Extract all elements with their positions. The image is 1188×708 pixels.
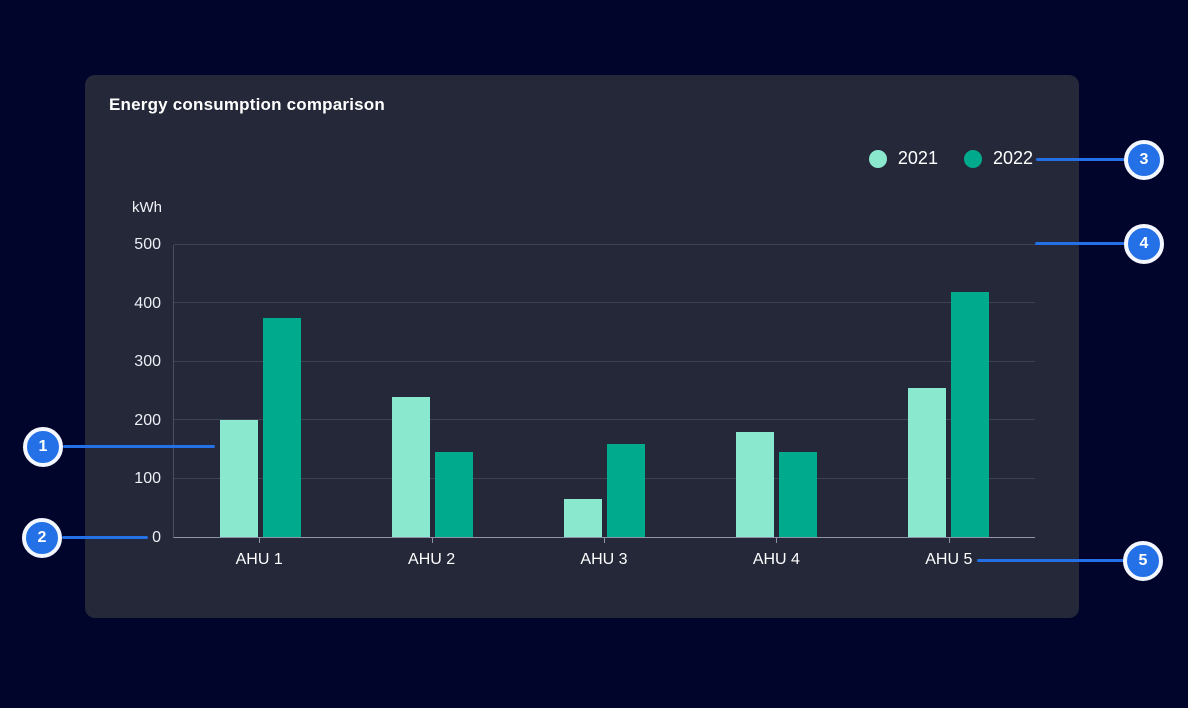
legend-item-2022[interactable]: 2022: [963, 148, 1033, 169]
x-tick-ahu-1: [259, 538, 261, 543]
bar-2022-ahu-2[interactable]: [434, 452, 473, 537]
gridline-200: [174, 419, 1035, 421]
chart-title: Energy consumption comparison: [109, 95, 385, 114]
x-category-label-ahu-1: AHU 1: [235, 551, 283, 568]
legend-label-2021: 2021: [897, 148, 938, 168]
bar-group-ahu-5: [863, 245, 1035, 537]
annotation-badge-4: 4: [1124, 224, 1164, 264]
bar-2021-ahu-5[interactable]: [908, 388, 947, 537]
bar-2022-ahu-5[interactable]: [951, 291, 990, 537]
gridline-100: [174, 477, 1035, 479]
chart-legend: 2021 2022: [868, 148, 1033, 169]
bar-2022-ahu-3[interactable]: [606, 443, 645, 537]
bar-group-ahu-2: [346, 245, 518, 537]
bar-group-ahu-4: [691, 245, 863, 537]
chart-card: Energy consumption comparison 2021 2022 k…: [85, 75, 1079, 618]
gridline-500: [174, 244, 1035, 245]
y-axis-tick-labels: 0 100 200 300 400 500: [85, 237, 161, 546]
legend-dot-2022: [963, 149, 982, 168]
plot-area: [173, 244, 1035, 538]
annotation-line-4: [1035, 242, 1126, 245]
y-tick-label-500: 500: [134, 236, 161, 253]
x-category-label-ahu-5: AHU 5: [925, 551, 973, 568]
annotation-badge-2: 2: [22, 518, 62, 558]
legend-label-2022: 2022: [992, 148, 1033, 168]
legend-item-2021[interactable]: 2021: [868, 148, 938, 169]
y-tick-label-0: 0: [152, 529, 161, 546]
bar-2021-ahu-3[interactable]: [563, 499, 602, 537]
x-tick-ahu-5: [948, 538, 950, 543]
y-tick-label-100: 100: [134, 470, 161, 488]
bar-group-ahu-1: [174, 245, 346, 537]
y-tick-label-400: 400: [134, 294, 161, 312]
gridline-400: [174, 302, 1035, 304]
bar-2021-ahu-4[interactable]: [736, 431, 775, 537]
annotation-badge-1: 1: [23, 427, 63, 467]
annotation-line-1: [63, 445, 215, 448]
annotation-badge-5: 5: [1123, 541, 1163, 581]
bar-2021-ahu-2[interactable]: [391, 396, 430, 537]
x-tick-ahu-3: [604, 538, 605, 543]
bar-2022-ahu-4[interactable]: [779, 452, 818, 537]
bar-2022-ahu-1[interactable]: [262, 318, 301, 537]
x-category-label-ahu-2: AHU 2: [408, 551, 456, 568]
x-category-label-ahu-4: AHU 4: [752, 551, 800, 568]
bar-group-ahu-3: [518, 245, 690, 537]
bar-2021-ahu-1[interactable]: [219, 420, 258, 537]
x-category-label-ahu-3: AHU 3: [580, 551, 628, 568]
legend-dot-2021: [868, 149, 887, 168]
gridline-300: [174, 360, 1035, 362]
annotation-line-3: [1036, 158, 1126, 161]
annotation-line-5: [977, 559, 1125, 562]
x-tick-ahu-2: [431, 538, 433, 543]
x-tick-ahu-4: [776, 538, 778, 543]
y-tick-label-200: 200: [134, 411, 161, 429]
y-tick-label-300: 300: [134, 353, 161, 371]
annotation-line-2: [62, 536, 148, 539]
y-axis-unit-label: kWh: [132, 199, 162, 216]
annotation-badge-3: 3: [1124, 140, 1164, 180]
